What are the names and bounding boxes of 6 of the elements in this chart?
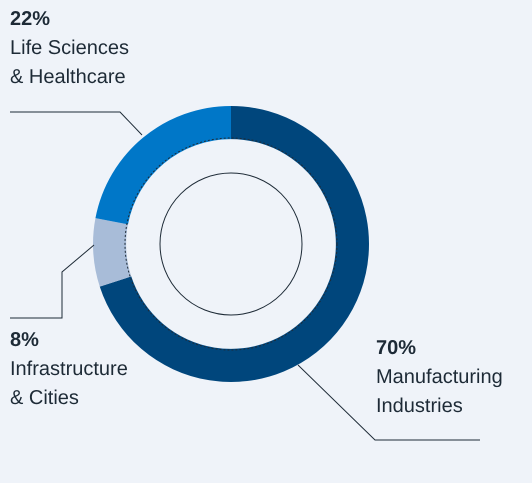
slice-label: Life Sciences & Healthcare xyxy=(10,37,129,88)
data-label: 22% xyxy=(10,7,52,32)
slice-label: Infrastructure & Cities xyxy=(10,358,128,409)
data-label: 70% xyxy=(376,336,418,361)
slice-label: Manufacturing Industries xyxy=(376,366,503,417)
data-label: 8% xyxy=(10,328,40,353)
